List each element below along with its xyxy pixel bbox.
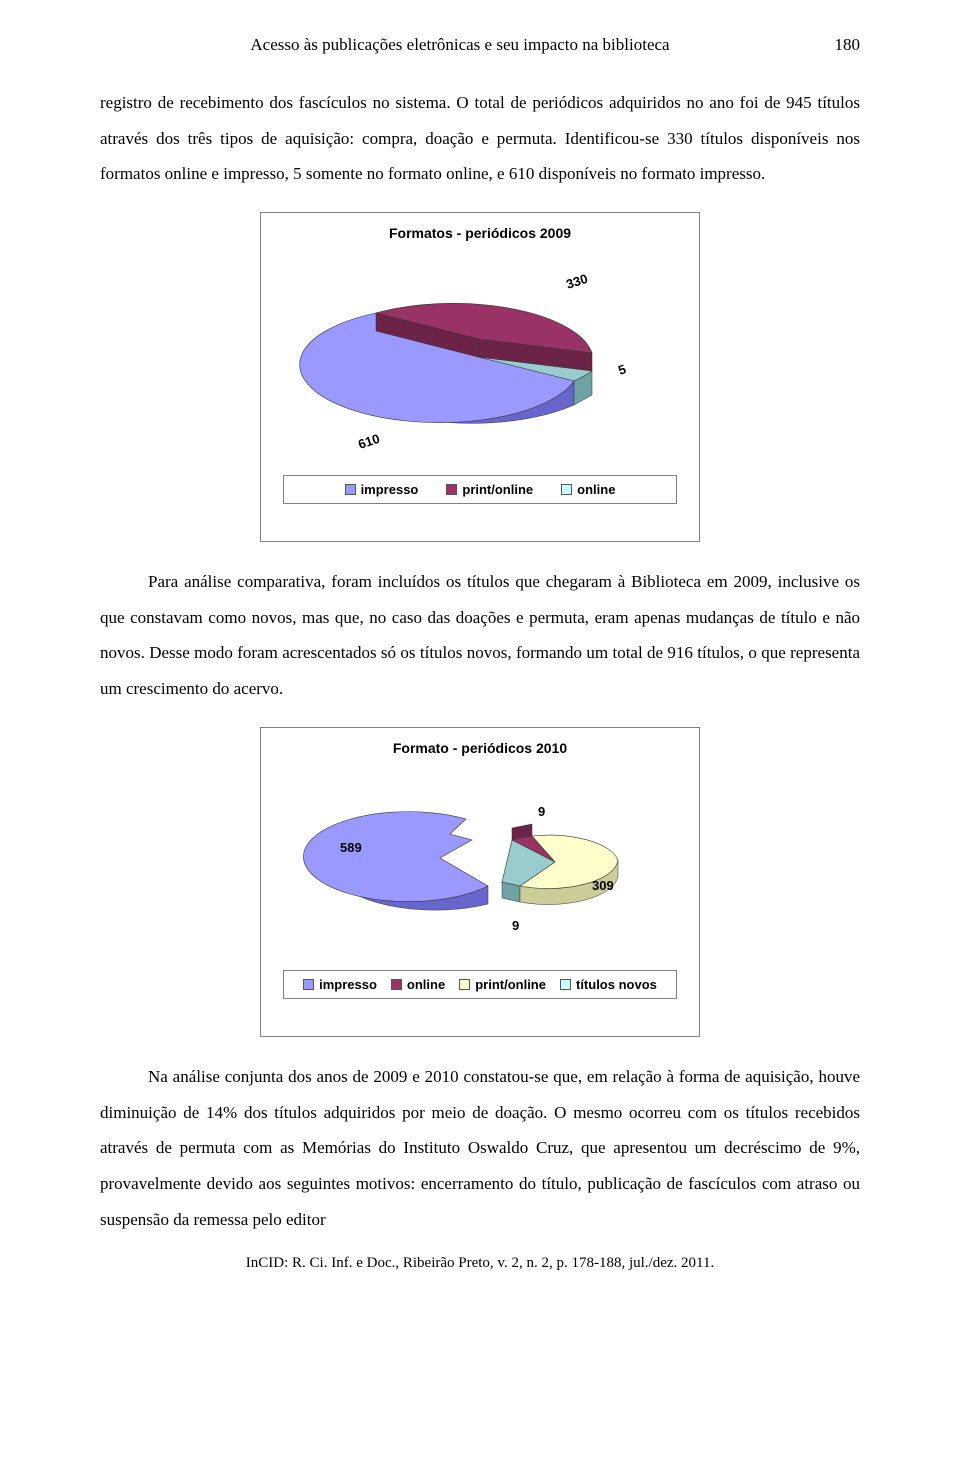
chart-2-label-9b: 9 xyxy=(512,918,519,933)
legend-item-online: online xyxy=(561,482,615,497)
legend-swatch xyxy=(560,979,571,990)
chart-1-legend: impresso print/online online xyxy=(283,475,677,504)
chart-2-box: Formato - periódicos 2010 589 9 309 9 xyxy=(260,727,700,1037)
legend-swatch xyxy=(303,979,314,990)
legend-item-online: online xyxy=(391,977,445,992)
legend-swatch xyxy=(345,484,356,495)
legend-text: impresso xyxy=(361,482,419,497)
legend-item-printonline: print/online xyxy=(446,482,533,497)
chart-2-legend: impresso online print/online títulos nov… xyxy=(283,970,677,999)
page-footer: InCID: R. Ci. Inf. e Doc., Ribeirão Pret… xyxy=(100,1255,860,1272)
legend-text: títulos novos xyxy=(576,977,657,992)
chart-2-svg: 589 9 309 9 xyxy=(280,762,680,962)
legend-item-impresso: impresso xyxy=(345,482,419,497)
legend-item-printonline: print/online xyxy=(459,977,546,992)
chart-2-label-309: 309 xyxy=(592,878,614,893)
legend-swatch xyxy=(391,979,402,990)
legend-swatch xyxy=(561,484,572,495)
chart-1-svg: 330 5 610 xyxy=(280,247,680,467)
paragraph-2: Para análise comparativa, foram incluído… xyxy=(100,564,860,707)
chart-1-label-610: 610 xyxy=(356,431,381,452)
page-number: 180 xyxy=(820,35,860,55)
pie2-top-impresso xyxy=(303,811,488,901)
chart-2-area: 589 9 309 9 xyxy=(261,762,699,962)
legend-text: online xyxy=(407,977,445,992)
legend-text: print/online xyxy=(462,482,533,497)
paragraph-1: registro de recebimento dos fascículos n… xyxy=(100,85,860,192)
chart-1-label-5: 5 xyxy=(616,361,628,378)
legend-text: impresso xyxy=(319,977,377,992)
legend-text: online xyxy=(577,482,615,497)
chart-1-title: Formatos - periódicos 2009 xyxy=(261,213,699,247)
legend-swatch xyxy=(446,484,457,495)
legend-item-impresso: impresso xyxy=(303,977,377,992)
chart-2-label-589: 589 xyxy=(340,840,362,855)
chart-2-label-9a: 9 xyxy=(538,804,545,819)
legend-item-novos: títulos novos xyxy=(560,977,657,992)
running-title: Acesso às publicações eletrônicas e seu … xyxy=(100,35,820,55)
chart-1-area: 330 5 610 xyxy=(261,247,699,467)
paragraph-3: Na análise conjunta dos anos de 2009 e 2… xyxy=(100,1059,860,1237)
legend-swatch xyxy=(459,979,470,990)
chart-1-box: Formatos - periódicos 2009 330 5 610 xyxy=(260,212,700,542)
page-header: Acesso às publicações eletrônicas e seu … xyxy=(100,35,860,55)
chart-1-label-330: 330 xyxy=(564,271,589,292)
legend-text: print/online xyxy=(475,977,546,992)
chart-2-title: Formato - periódicos 2010 xyxy=(261,728,699,762)
